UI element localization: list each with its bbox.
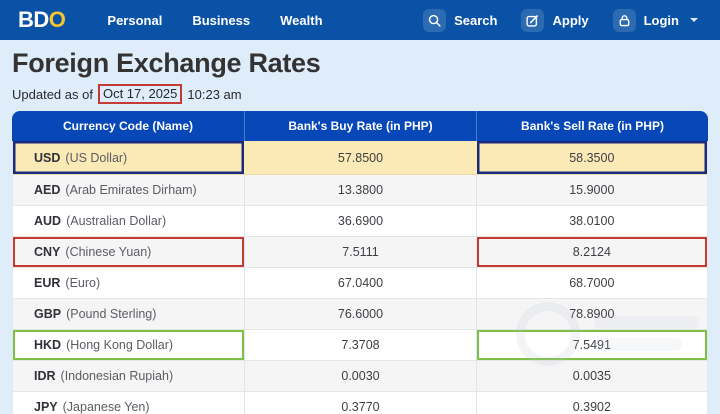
- sell-rate-cell: 38.0100: [475, 206, 707, 236]
- currency-code: IDR: [34, 369, 56, 383]
- buy-rate-cell: 0.3770: [244, 392, 475, 414]
- buy-rate-cell: 7.5111: [244, 237, 475, 267]
- currency-code: GBP: [34, 307, 62, 321]
- fx-rates-table: Currency Code (Name) Bank's Buy Rate (in…: [12, 111, 708, 414]
- table-row: JPY (Japanese Yen) 0.3770 0.3902: [13, 392, 707, 414]
- sell-rate-cell: 15.9000: [475, 175, 707, 205]
- buy-rate-cell: 67.0400: [244, 268, 475, 298]
- search-label: Search: [454, 12, 498, 28]
- logo-text-o: O: [48, 7, 66, 32]
- bdo-logo[interactable]: BDO: [18, 7, 66, 32]
- sell-rate-cell: 58.3500: [476, 141, 707, 174]
- logo-text-bd: BD: [18, 7, 49, 32]
- column-header-currency: Currency Code (Name): [62, 119, 194, 133]
- currency-cell: IDR (Indonesian Rupiah): [13, 361, 244, 391]
- table-row: AUD (Australian Dollar) 36.6900 38.0100: [13, 206, 707, 237]
- currency-code: AED: [34, 183, 61, 197]
- top-navbar: BDO Personal Business Wealth Search Appl…: [0, 0, 720, 40]
- table-row: USD (US Dollar) 57.8500 58.3500: [13, 141, 707, 175]
- currency-code: JPY: [34, 400, 58, 414]
- sell-rate-cell: 0.0035: [475, 361, 707, 391]
- updated-prefix: Updated as of: [12, 86, 93, 102]
- currency-name: (US Dollar): [65, 150, 128, 165]
- table-body: USD (US Dollar) 57.8500 58.3500 AED (Arab Emi…: [12, 141, 708, 414]
- column-header-sell-rate: Bank's Sell Rate (in PHP): [476, 111, 708, 141]
- currency-cell: USD (US Dollar): [13, 141, 244, 174]
- column-header-buy-rate: Bank's Buy Rate (in PHP): [244, 111, 476, 141]
- apply-button[interactable]: Apply: [521, 8, 589, 32]
- lock-icon: [612, 8, 636, 32]
- currency-code: EUR: [34, 276, 61, 290]
- sell-rate-cell: 0.3902: [475, 392, 707, 414]
- search-icon: [423, 8, 447, 32]
- search-button[interactable]: Search: [423, 8, 498, 32]
- primary-nav: Personal Business Wealth: [107, 13, 322, 28]
- currency-cell: AUD (Australian Dollar): [13, 206, 244, 236]
- buy-rate-cell: 0.0030: [244, 361, 475, 391]
- sell-rate-cell: 68.7000: [475, 268, 707, 298]
- navbar-actions: Search Apply Login: [423, 8, 698, 32]
- sell-rate-cell: 78.8900: [475, 299, 707, 329]
- currency-name: (Australian Dollar): [66, 214, 167, 228]
- chevron-down-icon: [690, 18, 698, 22]
- buy-rate-cell: 36.6900: [244, 206, 475, 236]
- currency-cell: CNY (Chinese Yuan): [13, 237, 244, 267]
- currency-code: HKD: [34, 338, 62, 352]
- table-row: AED (Arab Emirates Dirham) 13.3800 15.9000: [13, 175, 707, 206]
- currency-code: USD: [34, 150, 61, 165]
- login-button[interactable]: Login: [612, 8, 698, 32]
- currency-code: AUD: [34, 214, 62, 228]
- buy-rate-cell: 57.8500: [337, 150, 384, 165]
- login-label: Login: [643, 12, 679, 28]
- currency-name: (Japanese Yen): [62, 400, 150, 414]
- table-row: IDR (Indonesian Rupiah) 0.0030 0.0035: [13, 361, 707, 392]
- currency-cell: JPY (Japanese Yen): [13, 392, 244, 414]
- apply-label: Apply: [552, 12, 589, 28]
- currency-cell: HKD (Hong Kong Dollar): [13, 330, 244, 360]
- currency-cell: AED (Arab Emirates Dirham): [13, 175, 244, 205]
- currency-cell: GBP (Pound Sterling): [13, 299, 244, 329]
- currency-name: (Indonesian Rupiah): [60, 369, 174, 383]
- table-header-row: Currency Code (Name) Bank's Buy Rate (in…: [12, 111, 708, 141]
- currency-name: (Pound Sterling): [66, 307, 157, 321]
- currency-code: CNY: [34, 245, 61, 259]
- table-row: HKD (Hong Kong Dollar) 7.3708 7.5491: [13, 330, 707, 361]
- currency-name: (Arab Emirates Dirham): [65, 183, 197, 197]
- nav-link-wealth[interactable]: Wealth: [280, 12, 323, 28]
- currency-name: (Hong Kong Dollar): [66, 338, 174, 352]
- nav-link-personal[interactable]: Personal: [107, 12, 163, 28]
- buy-rate-cell: 7.3708: [244, 330, 475, 360]
- buy-rate-cell: 13.3800: [244, 175, 475, 205]
- currency-name: (Euro): [65, 276, 101, 290]
- currency-cell: EUR (Euro): [13, 268, 244, 298]
- buy-rate-cell: 76.6000: [244, 299, 475, 329]
- edit-icon: [521, 8, 545, 32]
- updated-timestamp: Updated as of Oct 17, 2025 10:23 am: [12, 84, 708, 104]
- main-content: Foreign Exchange Rates Updated as of Oct…: [0, 40, 720, 414]
- sell-rate-cell: 8.2124: [475, 237, 707, 267]
- page-title: Foreign Exchange Rates: [12, 48, 321, 78]
- table-row: EUR (Euro) 67.0400 68.7000: [13, 268, 707, 299]
- table-row: CNY (Chinese Yuan) 7.5111 8.2124: [13, 237, 707, 268]
- nav-link-business[interactable]: Business: [192, 12, 251, 28]
- updated-date-highlight: Oct 17, 2025: [97, 84, 183, 104]
- currency-name: (Chinese Yuan): [65, 245, 152, 259]
- sell-rate-cell: 7.5491: [475, 330, 707, 360]
- table-row: GBP (Pound Sterling) 76.6000 78.8900: [13, 299, 707, 330]
- updated-time: 10:23 am: [187, 86, 242, 102]
